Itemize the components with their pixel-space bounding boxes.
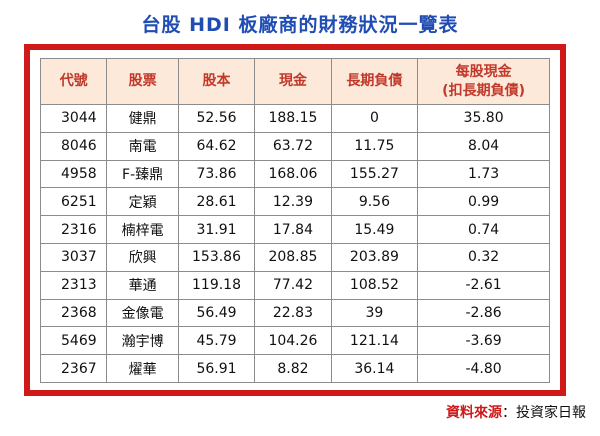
financial-table: 代號 股票 股本 現金 長期負債 每股現金 (扣長期負債) 3044 健鼎 52.5… xyxy=(39,58,550,383)
cell-code: 3037 xyxy=(39,242,108,272)
cell-stock: 金像電 xyxy=(106,298,179,328)
cell-cash: 8.82 xyxy=(254,354,332,383)
cell-cash-per-share: 0.99 xyxy=(417,187,550,217)
cell-long-term-debt: 39 xyxy=(330,298,419,328)
cell-code: 2367 xyxy=(39,354,108,383)
source-label: 資料來源 xyxy=(446,405,502,421)
cell-code: 5469 xyxy=(39,326,108,356)
source-separator: ： xyxy=(502,405,516,421)
cell-cash: 208.85 xyxy=(254,242,332,272)
table-row: 2367 燿華 56.91 8.82 36.14 -4.80 xyxy=(39,354,550,383)
header-capital: 股本 xyxy=(177,58,256,105)
cell-cash: 17.84 xyxy=(254,215,332,244)
source-value: 投資家日報 xyxy=(516,405,586,421)
header-cash: 現金 xyxy=(254,58,332,105)
table-row: 6251 定穎 28.61 12.39 9.56 0.99 xyxy=(39,187,550,217)
table-row: 4958 F-臻鼎 73.86 168.06 155.27 1.73 xyxy=(39,159,550,189)
table-row: 3044 健鼎 52.56 188.15 0 35.80 xyxy=(39,104,550,133)
cell-long-term-debt: 155.27 xyxy=(330,159,419,189)
cell-cash-per-share: 0.32 xyxy=(417,242,550,272)
cell-code: 6251 xyxy=(39,187,108,217)
cell-stock: 南電 xyxy=(106,131,179,161)
cell-cash: 12.39 xyxy=(254,187,332,217)
header-code: 代號 xyxy=(39,58,108,105)
header-long-term-debt: 長期負債 xyxy=(330,58,419,105)
cell-cash-per-share: -3.69 xyxy=(417,326,550,356)
cell-cash-per-share: 35.80 xyxy=(417,104,550,133)
cell-stock: 瀚宇博 xyxy=(106,326,179,356)
cell-capital: 56.91 xyxy=(177,354,256,383)
cell-cash-per-share: -2.86 xyxy=(417,298,550,328)
cell-stock: F-臻鼎 xyxy=(106,159,179,189)
table-row: 8046 南電 64.62 63.72 11.75 8.04 xyxy=(39,131,550,161)
cell-cash: 188.15 xyxy=(254,104,332,133)
cell-cash: 63.72 xyxy=(254,131,332,161)
cell-capital: 45.79 xyxy=(177,326,256,356)
cell-code: 8046 xyxy=(39,131,108,161)
cell-cash-per-share: -4.80 xyxy=(417,354,550,383)
header-cash-per-share: 每股現金 (扣長期負債) xyxy=(417,58,550,105)
cell-long-term-debt: 15.49 xyxy=(330,215,419,244)
cell-long-term-debt: 121.14 xyxy=(330,326,419,356)
cell-cash: 168.06 xyxy=(254,159,332,189)
cell-capital: 73.86 xyxy=(177,159,256,189)
cell-long-term-debt: 0 xyxy=(330,104,419,133)
cell-long-term-debt: 11.75 xyxy=(330,131,419,161)
cell-cash-per-share: 1.73 xyxy=(417,159,550,189)
cell-cash-per-share: 0.74 xyxy=(417,215,550,244)
table-frame: 代號 股票 股本 現金 長期負債 每股現金 (扣長期負債) 3044 健鼎 52.5… xyxy=(24,44,566,396)
table-row: 2368 金像電 56.49 22.83 39 -2.86 xyxy=(39,298,550,328)
table-row: 2316 楠梓電 31.91 17.84 15.49 0.74 xyxy=(39,215,550,244)
cell-cash: 22.83 xyxy=(254,298,332,328)
source-note: 資料來源：投資家日報 xyxy=(446,402,586,422)
cell-stock: 欣興 xyxy=(106,242,179,272)
header-row: 代號 股票 股本 現金 長期負債 每股現金 (扣長期負債) xyxy=(39,58,550,105)
cell-cash-per-share: 8.04 xyxy=(417,131,550,161)
cell-stock: 健鼎 xyxy=(106,104,179,133)
cell-capital: 153.86 xyxy=(177,242,256,272)
cell-capital: 31.91 xyxy=(177,215,256,244)
cell-stock: 定穎 xyxy=(106,187,179,217)
cell-long-term-debt: 203.89 xyxy=(330,242,419,272)
cell-long-term-debt: 108.52 xyxy=(330,270,419,300)
cell-code: 2316 xyxy=(39,215,108,244)
cell-long-term-debt: 9.56 xyxy=(330,187,419,217)
table-row: 2313 華通 119.18 77.42 108.52 -2.61 xyxy=(39,270,550,300)
table-row: 3037 欣興 153.86 208.85 203.89 0.32 xyxy=(39,242,550,272)
table-row: 5469 瀚宇博 45.79 104.26 121.14 -3.69 xyxy=(39,326,550,356)
cell-code: 4958 xyxy=(39,159,108,189)
cell-cash: 77.42 xyxy=(254,270,332,300)
cell-capital: 56.49 xyxy=(177,298,256,328)
cell-capital: 52.56 xyxy=(177,104,256,133)
cell-capital: 119.18 xyxy=(177,270,256,300)
page-title: 台股 HDI 板廠商的財務狀況一覽表 xyxy=(141,14,459,36)
cell-code: 2313 xyxy=(39,270,108,300)
cell-cash-per-share: -2.61 xyxy=(417,270,550,300)
cell-capital: 64.62 xyxy=(177,131,256,161)
cell-code: 2368 xyxy=(39,298,108,328)
cell-stock: 燿華 xyxy=(106,354,179,383)
cell-cash: 104.26 xyxy=(254,326,332,356)
cell-stock: 楠梓電 xyxy=(106,215,179,244)
cell-code: 3044 xyxy=(39,104,108,133)
cell-stock: 華通 xyxy=(106,270,179,300)
cell-long-term-debt: 36.14 xyxy=(330,354,419,383)
header-stock: 股票 xyxy=(106,58,179,105)
cell-capital: 28.61 xyxy=(177,187,256,217)
